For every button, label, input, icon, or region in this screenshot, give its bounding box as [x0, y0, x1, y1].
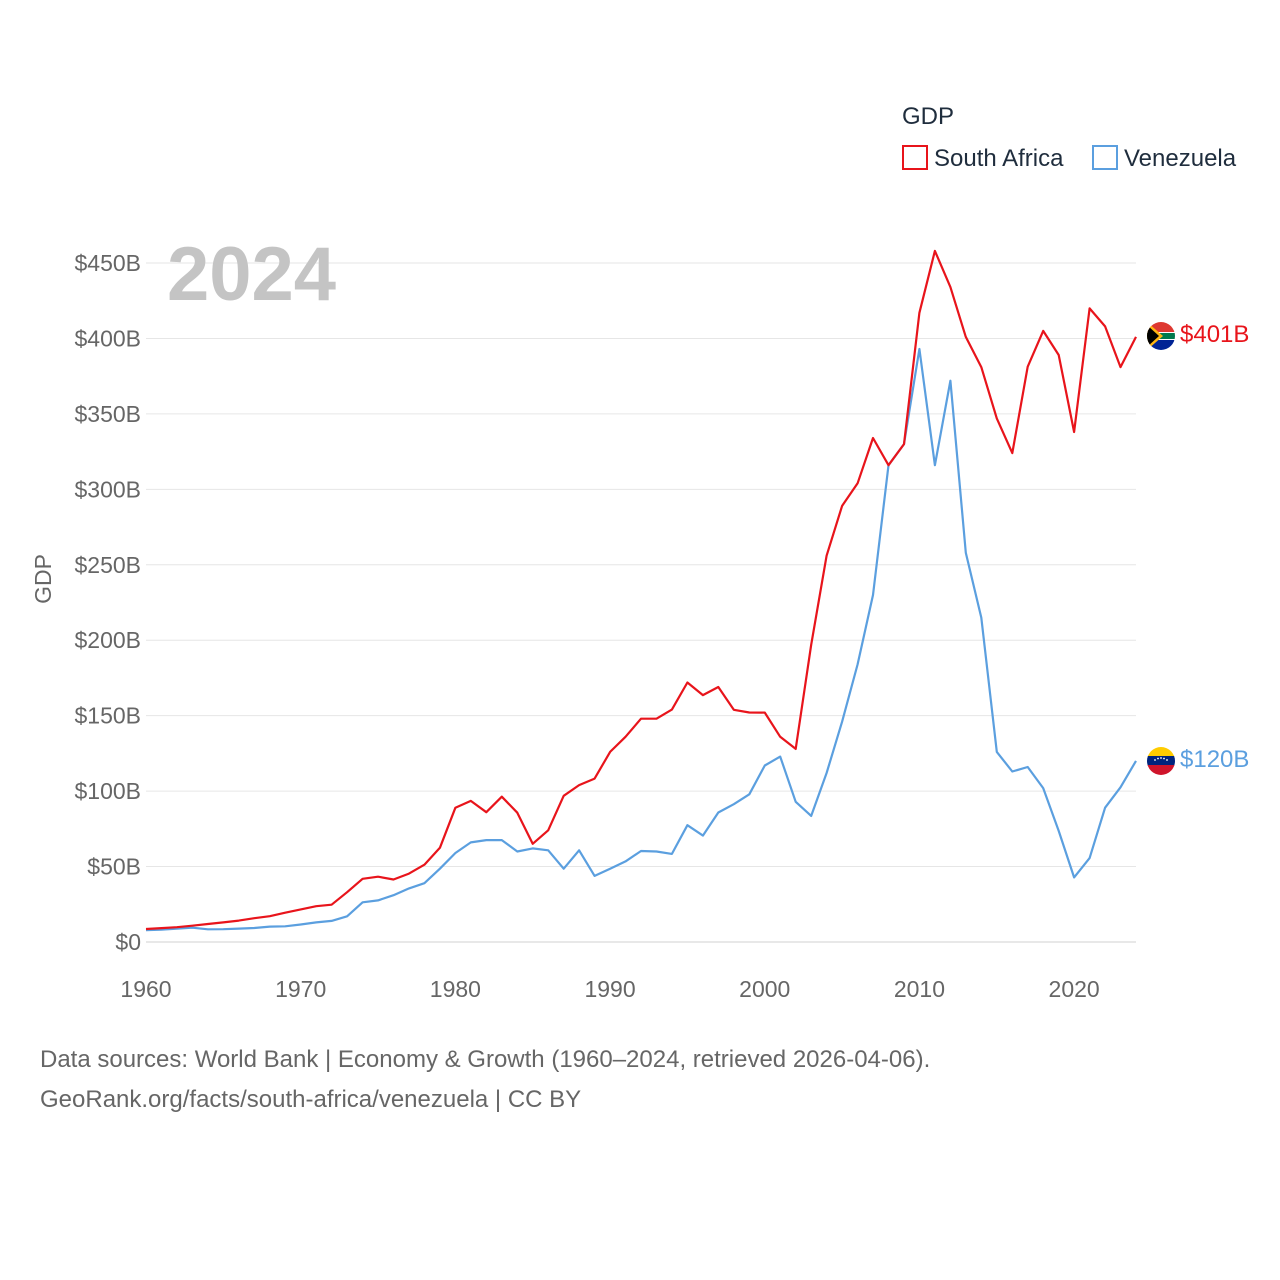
y-tick-label: $350B — [74, 401, 141, 427]
series-line-venezuela[interactable] — [145, 347, 1137, 932]
year-label: 2024 — [167, 232, 336, 317]
y-tick-label: $50B — [87, 854, 141, 880]
x-tick-label: 2010 — [894, 976, 945, 1002]
legend-item-venezuela[interactable]: Venezuela — [1092, 145, 1237, 172]
x-tick-label: 2000 — [739, 976, 790, 1002]
south-africa-flag-icon — [1147, 322, 1175, 350]
x-tick-label: 1990 — [584, 976, 635, 1002]
y-axis-title: GDP — [30, 554, 56, 604]
data-source-footer: Data sources: World Bank | Economy & Gro… — [40, 1040, 930, 1120]
venezuela-flag-icon — [1147, 747, 1175, 775]
legend-item-south-africa[interactable]: South Africa — [902, 145, 1064, 172]
legend-title: GDP — [902, 103, 954, 130]
gridlines — [146, 262, 1136, 943]
y-tick-label: $300B — [74, 476, 141, 502]
legend-label-venezuela: Venezuela — [1124, 145, 1237, 172]
y-tick-label: $450B — [74, 250, 141, 276]
y-tick-label: $150B — [74, 703, 141, 729]
y-tick-label: $250B — [74, 552, 141, 578]
end-label-venezuela: $120B — [1180, 746, 1249, 773]
y-tick-label: $400B — [74, 325, 141, 351]
x-axis-ticks: 1960 1970 1980 1990 2000 2010 2020 — [120, 976, 1099, 1002]
y-axis-ticks: $0 $50B $100B $150B $200B $250B $300B $350B $400… — [74, 250, 141, 955]
legend-swatch-venezuela — [1092, 145, 1118, 170]
x-tick-label: 1980 — [430, 976, 481, 1002]
x-tick-label: 1960 — [120, 976, 171, 1002]
y-tick-label: $100B — [74, 778, 141, 804]
legend-swatch-south-africa — [902, 145, 928, 170]
legend-label-south-africa: South Africa — [934, 145, 1064, 172]
y-tick-label: $0 — [115, 929, 141, 955]
x-tick-label: 1970 — [275, 976, 326, 1002]
source-line-2: GeoRank.org/facts/south-africa/venezuela… — [40, 1086, 582, 1113]
source-line-1: Data sources: World Bank | Economy & Gro… — [40, 1046, 931, 1073]
end-label-south-africa: $401B — [1180, 321, 1249, 348]
series-line-south-africa[interactable] — [145, 249, 1137, 931]
series-lines — [145, 249, 1137, 932]
x-tick-label: 2020 — [1049, 976, 1100, 1002]
y-tick-label: $200B — [74, 627, 141, 653]
legend: GDP South Africa Venezuela — [902, 103, 1237, 172]
